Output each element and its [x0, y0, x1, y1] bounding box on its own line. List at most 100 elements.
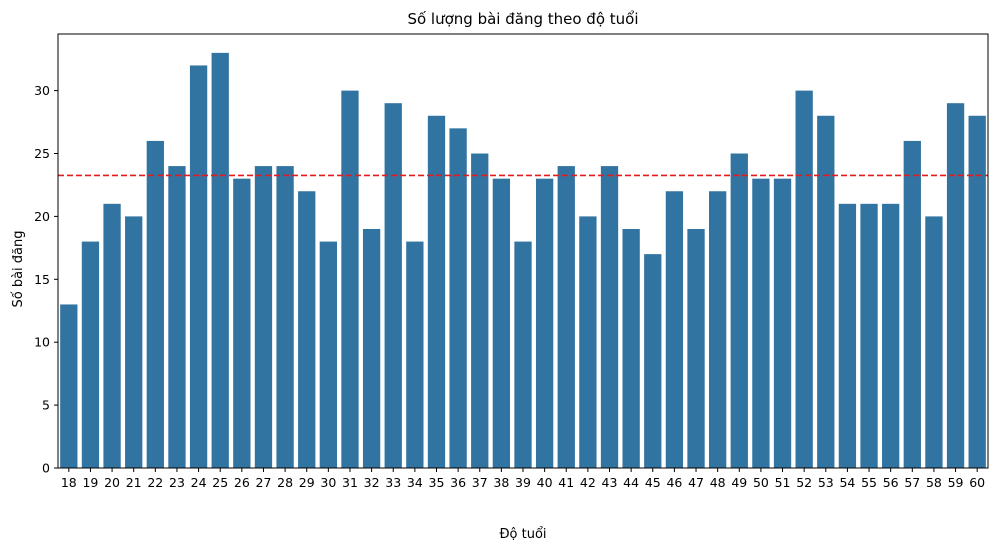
- y-tick-label: 15: [34, 272, 50, 287]
- bar-20: [103, 203, 121, 468]
- x-tick-label: 44: [623, 475, 639, 490]
- bar-48: [709, 191, 727, 468]
- x-tick-label: 49: [731, 475, 747, 490]
- x-tick-label: 58: [926, 475, 942, 490]
- x-tick-label: 45: [645, 475, 661, 490]
- x-tick-label: 32: [364, 475, 380, 490]
- x-tick-label: 50: [753, 475, 769, 490]
- x-tick-label: 57: [904, 475, 920, 490]
- bar-38: [492, 178, 511, 468]
- bar-47: [687, 228, 705, 468]
- bar-18: [60, 304, 78, 468]
- bar-55: [860, 203, 878, 468]
- x-tick-label: 52: [796, 475, 812, 490]
- bar-32: [362, 228, 381, 468]
- x-tick-label: 22: [147, 475, 163, 490]
- x-tick-label: 46: [666, 475, 682, 490]
- bar-58: [925, 216, 943, 468]
- bar-42: [579, 216, 597, 468]
- bar-51: [773, 178, 792, 468]
- bar-23: [168, 166, 186, 468]
- bar-33: [384, 103, 402, 468]
- bar-40: [535, 178, 554, 468]
- y-axis: 0 5 10 15 20 25 30: [34, 83, 58, 476]
- x-axis-label: Độ tuổi: [499, 527, 546, 542]
- bar-46: [665, 191, 684, 468]
- x-tick-label: 55: [861, 475, 877, 490]
- x-tick-label: 19: [82, 475, 98, 490]
- x-tick-label: 25: [212, 475, 228, 490]
- x-tick-label: 48: [710, 475, 726, 490]
- bar-29: [298, 191, 316, 468]
- bar-57: [903, 140, 921, 468]
- x-tick-label: 24: [191, 475, 207, 490]
- x-tick-label: 29: [299, 475, 315, 490]
- bar-60: [968, 115, 986, 468]
- bar-56: [882, 203, 900, 468]
- bar-35: [427, 115, 446, 468]
- x-tick-label: 18: [61, 475, 77, 490]
- y-tick-label: 5: [42, 398, 50, 413]
- bar-41: [557, 166, 575, 468]
- x-tick-label: 54: [839, 475, 855, 490]
- x-tick-label: 28: [277, 475, 293, 490]
- bar-28: [276, 166, 294, 468]
- x-tick-label: 51: [775, 475, 791, 490]
- x-tick-label: 41: [558, 475, 574, 490]
- x-tick-label: 34: [407, 475, 423, 490]
- bar-36: [449, 128, 467, 468]
- bar-27: [254, 166, 273, 468]
- bar-19: [81, 241, 100, 468]
- y-tick-label: 20: [34, 209, 50, 224]
- y-tick-label: 30: [34, 83, 50, 98]
- bar-39: [514, 241, 532, 468]
- bar-31: [341, 90, 359, 468]
- x-tick-label: 30: [320, 475, 336, 490]
- bar-21: [125, 216, 143, 468]
- x-tick-label: 56: [883, 475, 899, 490]
- x-tick-label: 37: [472, 475, 488, 490]
- chart-title: Số lượng bài đăng theo độ tuổi: [407, 10, 638, 28]
- y-axis-label: Số bài đăng: [11, 230, 26, 307]
- y-tick-label: 0: [42, 461, 50, 476]
- bar-54: [838, 203, 857, 468]
- bar-50: [752, 178, 770, 468]
- bar-22: [146, 140, 164, 468]
- x-tick-label: 40: [537, 475, 553, 490]
- y-tick-label: 25: [34, 146, 50, 161]
- bar-52: [795, 90, 813, 468]
- x-tick-label: 21: [126, 475, 142, 490]
- x-axis: 18 19 20 21 22 23 24 25 26 27 28 29 30 31 32 33 34 35 36 37…: [61, 468, 985, 490]
- x-tick-label: 36: [450, 475, 466, 490]
- bars-group: [60, 52, 986, 468]
- bar-53: [817, 115, 835, 468]
- x-tick-label: 20: [104, 475, 120, 490]
- y-tick-label: 10: [34, 335, 50, 350]
- x-tick-label: 43: [602, 475, 618, 490]
- bar-49: [730, 153, 748, 468]
- bar-45: [644, 254, 662, 468]
- bar-25: [211, 52, 229, 468]
- x-tick-label: 27: [256, 475, 272, 490]
- bar-43: [600, 166, 619, 468]
- x-tick-label: 35: [429, 475, 445, 490]
- bar-34: [406, 241, 424, 468]
- x-tick-label: 26: [234, 475, 250, 490]
- x-tick-label: 39: [515, 475, 531, 490]
- x-tick-label: 60: [969, 475, 985, 490]
- x-tick-label: 47: [688, 475, 704, 490]
- x-tick-label: 33: [385, 475, 401, 490]
- x-tick-label: 59: [948, 475, 964, 490]
- bar-37: [471, 153, 489, 468]
- x-tick-label: 31: [342, 475, 358, 490]
- bar-24: [189, 65, 208, 468]
- x-tick-label: 53: [818, 475, 834, 490]
- x-tick-label: 23: [169, 475, 185, 490]
- bar-44: [622, 228, 640, 468]
- bar-59: [946, 103, 965, 468]
- bar-30: [319, 241, 337, 468]
- x-tick-label: 42: [580, 475, 596, 490]
- x-tick-label: 38: [493, 475, 509, 490]
- bar-26: [233, 178, 251, 468]
